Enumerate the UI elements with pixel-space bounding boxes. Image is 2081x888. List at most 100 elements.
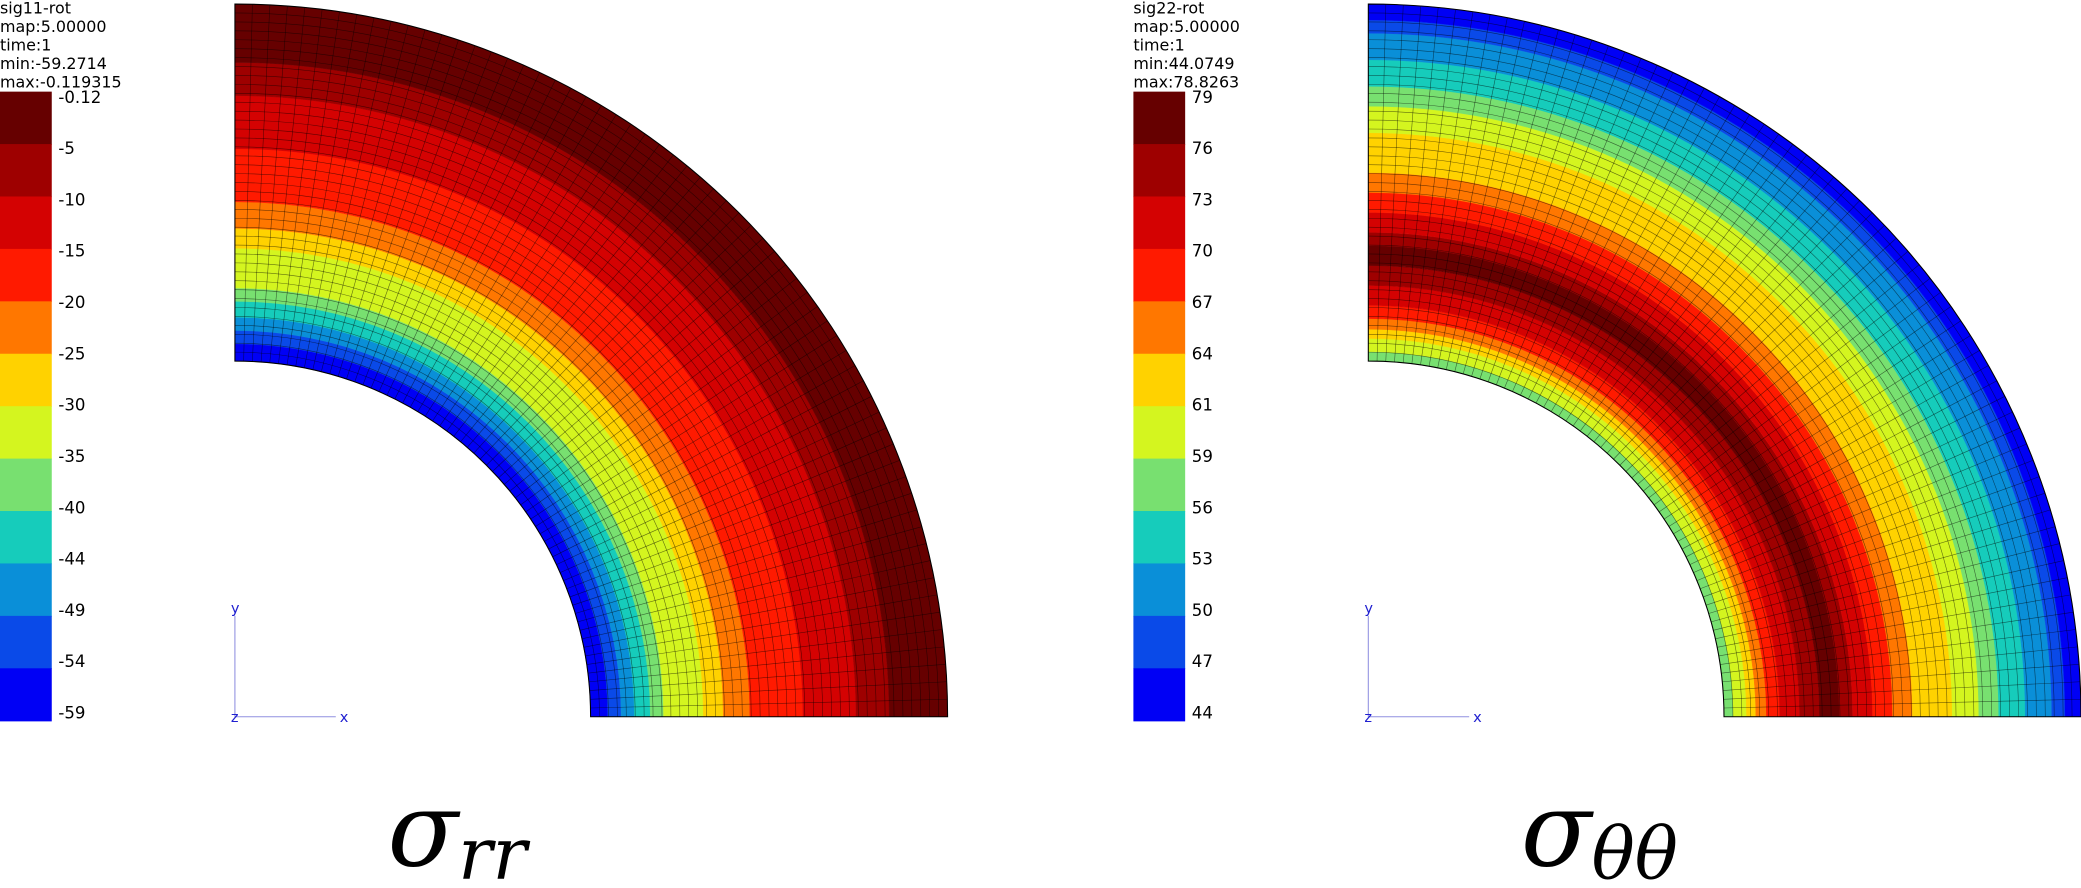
axis-label: y <box>231 600 240 617</box>
mesh-line <box>520 291 808 506</box>
mesh-line <box>1496 51 1626 385</box>
mesh-line <box>544 365 856 542</box>
caption-subscript: rr <box>458 812 530 888</box>
mesh-line <box>1625 225 1885 472</box>
mesh-line <box>460 165 688 442</box>
legend-swatch <box>0 196 52 250</box>
mesh-line <box>473 188 714 454</box>
caption: σrr <box>388 770 531 888</box>
mesh-line <box>269 7 306 363</box>
mesh-line <box>329 29 426 375</box>
mesh-line <box>260 5 288 363</box>
mesh-line <box>304 17 375 368</box>
mesh-line <box>1572 133 1779 427</box>
axis-label: z <box>1364 709 1372 726</box>
axis-label: x <box>340 709 349 726</box>
mesh-line <box>525 306 818 513</box>
legend-label: -44 <box>58 550 85 569</box>
mesh-line <box>1593 165 1821 442</box>
mesh-line <box>586 611 940 665</box>
legend-swatch <box>1133 563 1186 617</box>
mesh-line <box>1708 509 2051 614</box>
legend-label: 73 <box>1192 190 1213 209</box>
mesh-line <box>394 80 556 400</box>
mesh-line <box>278 9 323 364</box>
mesh-line <box>312 21 392 370</box>
outline <box>234 3 949 718</box>
mesh-line <box>467 176 701 448</box>
legend-swatch <box>1133 615 1186 669</box>
mesh-line <box>446 144 660 432</box>
mesh-line <box>1643 264 1920 492</box>
legend-swatch <box>0 668 52 722</box>
mesh-line <box>1512 65 1658 392</box>
mesh-line <box>1717 577 2068 648</box>
legend-label: -30 <box>58 396 85 415</box>
mesh-line <box>1613 200 1860 460</box>
mesh-line <box>1718 594 2071 657</box>
mesh-line <box>1631 237 1897 479</box>
mesh-line <box>354 45 476 382</box>
mesh-line <box>402 88 572 404</box>
mesh-line <box>575 509 917 614</box>
header-line: max:78.8263 <box>1133 73 1239 92</box>
mesh-line <box>1385 4 1404 362</box>
mesh-line <box>504 250 775 485</box>
mesh-line <box>1527 80 1690 400</box>
legend-swatch <box>0 406 52 460</box>
mesh-line <box>581 560 931 640</box>
mesh-line <box>590 681 947 700</box>
legend-swatch <box>1133 248 1186 302</box>
legend-label: -10 <box>58 190 85 209</box>
legend-label: -5 <box>58 139 75 158</box>
mesh-line <box>583 577 934 648</box>
header-line: max:-0.119315 <box>0 73 122 92</box>
mesh-line <box>409 96 587 408</box>
mesh-line <box>432 123 632 422</box>
mesh-line <box>509 264 787 492</box>
mesh-line <box>1600 176 1835 448</box>
mesh-line <box>1711 526 2056 623</box>
mesh-line <box>370 58 508 389</box>
header-line: time:1 <box>1133 35 1184 54</box>
mesh-line <box>1454 25 1542 372</box>
mesh-line <box>1550 105 1735 412</box>
legend-swatch <box>1133 301 1186 355</box>
legend-label: -0.12 <box>58 88 101 107</box>
mesh-line <box>588 646 945 683</box>
mesh-line <box>252 4 271 362</box>
mesh-line <box>1663 320 1962 520</box>
mesh-line <box>1696 443 2027 581</box>
mesh-line <box>1376 4 1387 362</box>
mesh-line <box>295 14 358 367</box>
mesh-line <box>362 51 492 385</box>
legend-swatch <box>1133 406 1186 460</box>
mesh-line <box>479 200 727 460</box>
header-line: time:1 <box>0 35 51 54</box>
mesh-line <box>439 133 646 427</box>
mesh-line <box>1693 427 2020 573</box>
mesh-line <box>1606 188 1848 454</box>
legend-label: 53 <box>1192 550 1213 569</box>
legend-swatch <box>0 248 52 302</box>
mesh-line <box>1428 14 1491 367</box>
mesh-line <box>453 154 674 437</box>
caption-subscript: θθ <box>1592 812 1678 888</box>
mesh-line <box>515 278 797 499</box>
legend-swatch <box>1133 91 1186 145</box>
mesh-line <box>548 380 864 550</box>
mesh-line <box>417 105 602 412</box>
legend-label: 70 <box>1192 242 1213 261</box>
mesh-line <box>1673 350 1980 535</box>
mesh-line <box>1677 365 1989 542</box>
header-line: sig11-rot <box>0 0 71 17</box>
header-line: map:5.00000 <box>1133 17 1239 36</box>
legend-swatch <box>0 563 52 617</box>
mesh-line <box>577 526 922 623</box>
mesh-line <box>1420 11 1474 365</box>
mesh-line <box>1402 7 1439 363</box>
mesh-line <box>535 335 838 527</box>
legend-swatch <box>1133 458 1186 512</box>
mesh-line <box>569 476 907 598</box>
mesh-line <box>589 664 946 691</box>
